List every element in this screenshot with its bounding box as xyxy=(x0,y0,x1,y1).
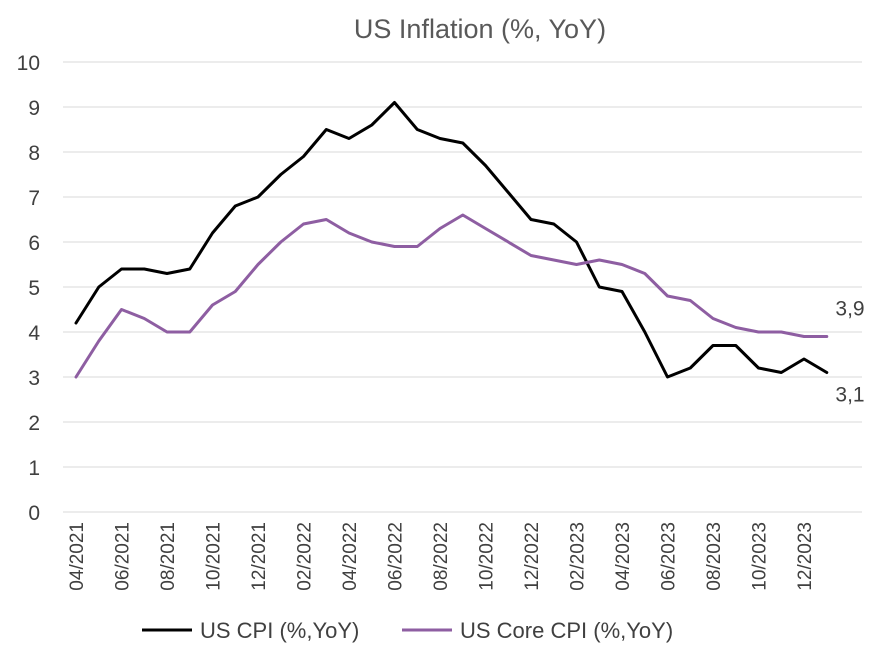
x-axis-ticks: 04/2021 06/2021 08/2021 10/2021 12/2021 02/20… xyxy=(67,522,816,591)
end-data-label: 3,1 xyxy=(835,384,864,407)
x-tick-label: 10/2023 xyxy=(750,522,771,591)
series-layer xyxy=(74,101,829,379)
x-tick-label: 06/2023 xyxy=(659,522,680,591)
x-tick-label: 06/2022 xyxy=(386,522,407,591)
x-tick-label: 04/2021 xyxy=(67,522,88,591)
y-tick-label: 8 xyxy=(28,142,40,165)
x-tick-label: 10/2022 xyxy=(477,522,498,591)
y-tick-label: 10 xyxy=(17,52,40,75)
y-tick-label: 0 xyxy=(28,502,40,525)
x-tick-label: 02/2022 xyxy=(295,522,316,591)
y-axis-ticks: 0 1 2 3 4 5 6 7 8 9 10 xyxy=(17,52,41,525)
x-tick-label: 10/2021 xyxy=(204,522,225,591)
legend-label: US CPI (%,YoY) xyxy=(200,618,359,643)
series-line xyxy=(74,213,829,379)
y-tick-label: 3 xyxy=(28,367,40,390)
y-tick-label: 1 xyxy=(28,457,40,480)
x-tick-label: 12/2023 xyxy=(795,522,816,591)
y-tick-label: 9 xyxy=(28,97,40,120)
x-tick-label: 04/2023 xyxy=(613,522,634,591)
x-tick-label: 02/2023 xyxy=(568,522,589,591)
x-tick-label: 08/2023 xyxy=(704,522,725,591)
x-tick-label: 06/2021 xyxy=(113,522,134,591)
y-tick-label: 6 xyxy=(28,232,40,255)
x-tick-label: 08/2021 xyxy=(158,522,179,591)
end-data-label: 3,9 xyxy=(835,298,864,321)
data-labels: 3,1 3,9 xyxy=(835,298,864,407)
y-tick-label: 2 xyxy=(28,412,40,435)
x-tick-label: 12/2021 xyxy=(249,522,270,591)
y-tick-label: 7 xyxy=(28,187,40,210)
x-tick-label: 12/2022 xyxy=(522,522,543,591)
series-line xyxy=(74,101,829,379)
x-tick-label: 08/2022 xyxy=(431,522,452,591)
legend: US CPI (%,YoY) US Core CPI (%,YoY) xyxy=(142,618,673,643)
chart-title: US Inflation (%, YoY) xyxy=(354,14,606,44)
y-tick-label: 5 xyxy=(28,277,40,300)
x-tick-label: 04/2022 xyxy=(340,522,361,591)
grid-layer xyxy=(63,61,862,513)
legend-label: US Core CPI (%,YoY) xyxy=(460,618,673,643)
y-tick-label: 4 xyxy=(28,322,40,345)
